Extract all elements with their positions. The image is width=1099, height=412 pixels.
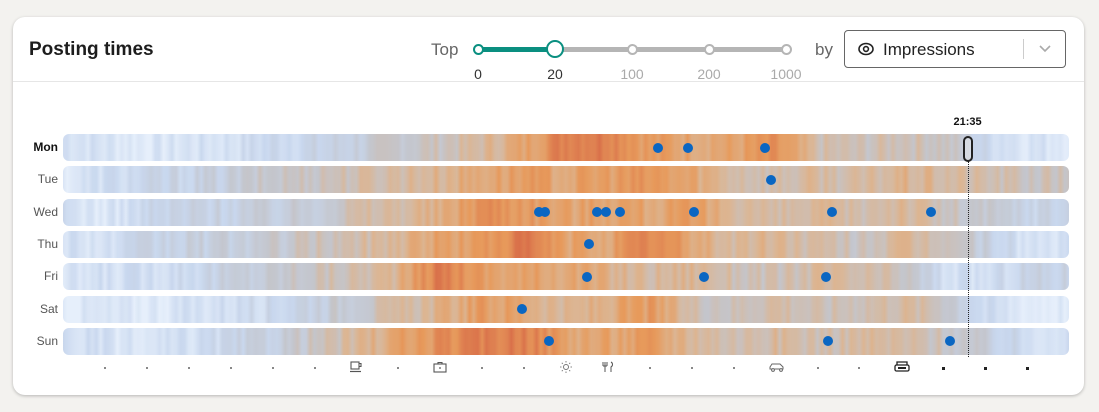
slider-stop-label: 0 xyxy=(474,66,482,82)
hour-tick xyxy=(313,366,316,369)
heatmap-row[interactable] xyxy=(63,230,1069,258)
hour-tick xyxy=(983,366,987,370)
coffee-icon xyxy=(349,360,363,378)
post-dot[interactable] xyxy=(682,142,693,153)
post-dot[interactable] xyxy=(615,207,626,218)
post-dot[interactable] xyxy=(822,336,833,347)
post-dot[interactable] xyxy=(820,271,831,282)
slider-stop-label: 100 xyxy=(620,66,644,82)
hour-tick xyxy=(690,366,693,369)
post-dot[interactable] xyxy=(581,271,592,282)
card-title: Posting times xyxy=(29,39,154,60)
car-icon xyxy=(769,360,785,378)
slider-stop-label: 200 xyxy=(697,66,721,82)
post-dot[interactable] xyxy=(584,239,595,250)
post-dot[interactable] xyxy=(688,207,699,218)
hour-tick xyxy=(229,366,232,369)
post-dot[interactable] xyxy=(544,336,555,347)
hour-tick xyxy=(648,366,651,369)
header-divider xyxy=(13,81,1084,82)
hour-tick xyxy=(397,366,400,369)
hour-tick xyxy=(103,366,106,369)
day-label: Sat xyxy=(39,301,58,316)
metric-select[interactable]: Impressions xyxy=(844,30,1066,68)
slider-track-fill xyxy=(478,47,555,52)
hour-tick xyxy=(481,366,484,369)
sofa-icon xyxy=(894,360,910,378)
heatmap-row[interactable] xyxy=(63,198,1069,226)
day-label: Thu xyxy=(37,236,58,251)
post-dot[interactable] xyxy=(533,207,544,218)
hour-tick xyxy=(271,366,274,369)
current-time-handle[interactable] xyxy=(962,136,973,162)
slider-stop-label: 1000 xyxy=(770,66,802,82)
select-separator xyxy=(1023,39,1024,59)
metric-select-value: Impressions xyxy=(883,40,975,59)
post-dot[interactable] xyxy=(600,207,611,218)
slider-stop[interactable] xyxy=(703,44,715,55)
hour-tick xyxy=(523,366,526,369)
day-label: Sun xyxy=(36,333,58,348)
post-dot[interactable] xyxy=(760,142,771,153)
fork-knife-icon xyxy=(601,360,615,378)
heatmap-row[interactable] xyxy=(63,327,1069,355)
heatmap-row[interactable] xyxy=(63,263,1069,291)
post-dot[interactable] xyxy=(516,304,527,314)
slider-stop[interactable] xyxy=(780,44,792,55)
by-label: by xyxy=(815,40,833,59)
hour-tick xyxy=(941,366,945,370)
day-label: Tue xyxy=(37,172,58,187)
post-dot[interactable] xyxy=(653,142,664,153)
slider-stop[interactable] xyxy=(626,44,638,55)
slider-stop[interactable] xyxy=(472,44,484,55)
hour-tick xyxy=(187,366,190,369)
day-label: Fri xyxy=(44,269,58,284)
post-dot[interactable] xyxy=(944,336,955,347)
top-n-slider[interactable]: 0 20 100 200 1000 xyxy=(471,40,802,82)
sun-icon xyxy=(559,360,573,378)
hour-tick xyxy=(145,366,148,369)
heatmap-row[interactable] xyxy=(63,134,1069,161)
hour-tick xyxy=(732,366,735,369)
top-label: Top xyxy=(431,40,459,59)
day-label: Mon xyxy=(33,140,58,154)
hour-tick xyxy=(816,366,819,369)
post-dot[interactable] xyxy=(827,207,838,218)
post-dot[interactable] xyxy=(592,207,603,218)
day-label: Wed xyxy=(33,204,58,219)
post-dot[interactable] xyxy=(540,207,551,218)
heatmap-row[interactable] xyxy=(63,166,1069,194)
slider-stop-label: 20 xyxy=(547,66,563,82)
hour-tick xyxy=(858,366,861,369)
current-time-line xyxy=(967,161,969,357)
slider-thumb[interactable] xyxy=(546,40,564,58)
post-dot[interactable] xyxy=(925,207,936,218)
post-dot[interactable] xyxy=(699,271,710,282)
chevron-down-icon[interactable] xyxy=(1038,41,1052,55)
current-time-label: 21:35 xyxy=(953,116,982,128)
briefcase-icon xyxy=(433,360,447,378)
post-dot[interactable] xyxy=(766,174,777,185)
hour-tick xyxy=(1025,366,1029,370)
eye-icon xyxy=(858,42,874,56)
heatmap-row[interactable] xyxy=(63,295,1069,323)
posting-times-card: Posting times Top 0 20 100 200 1000 by Impre… xyxy=(13,17,1084,395)
